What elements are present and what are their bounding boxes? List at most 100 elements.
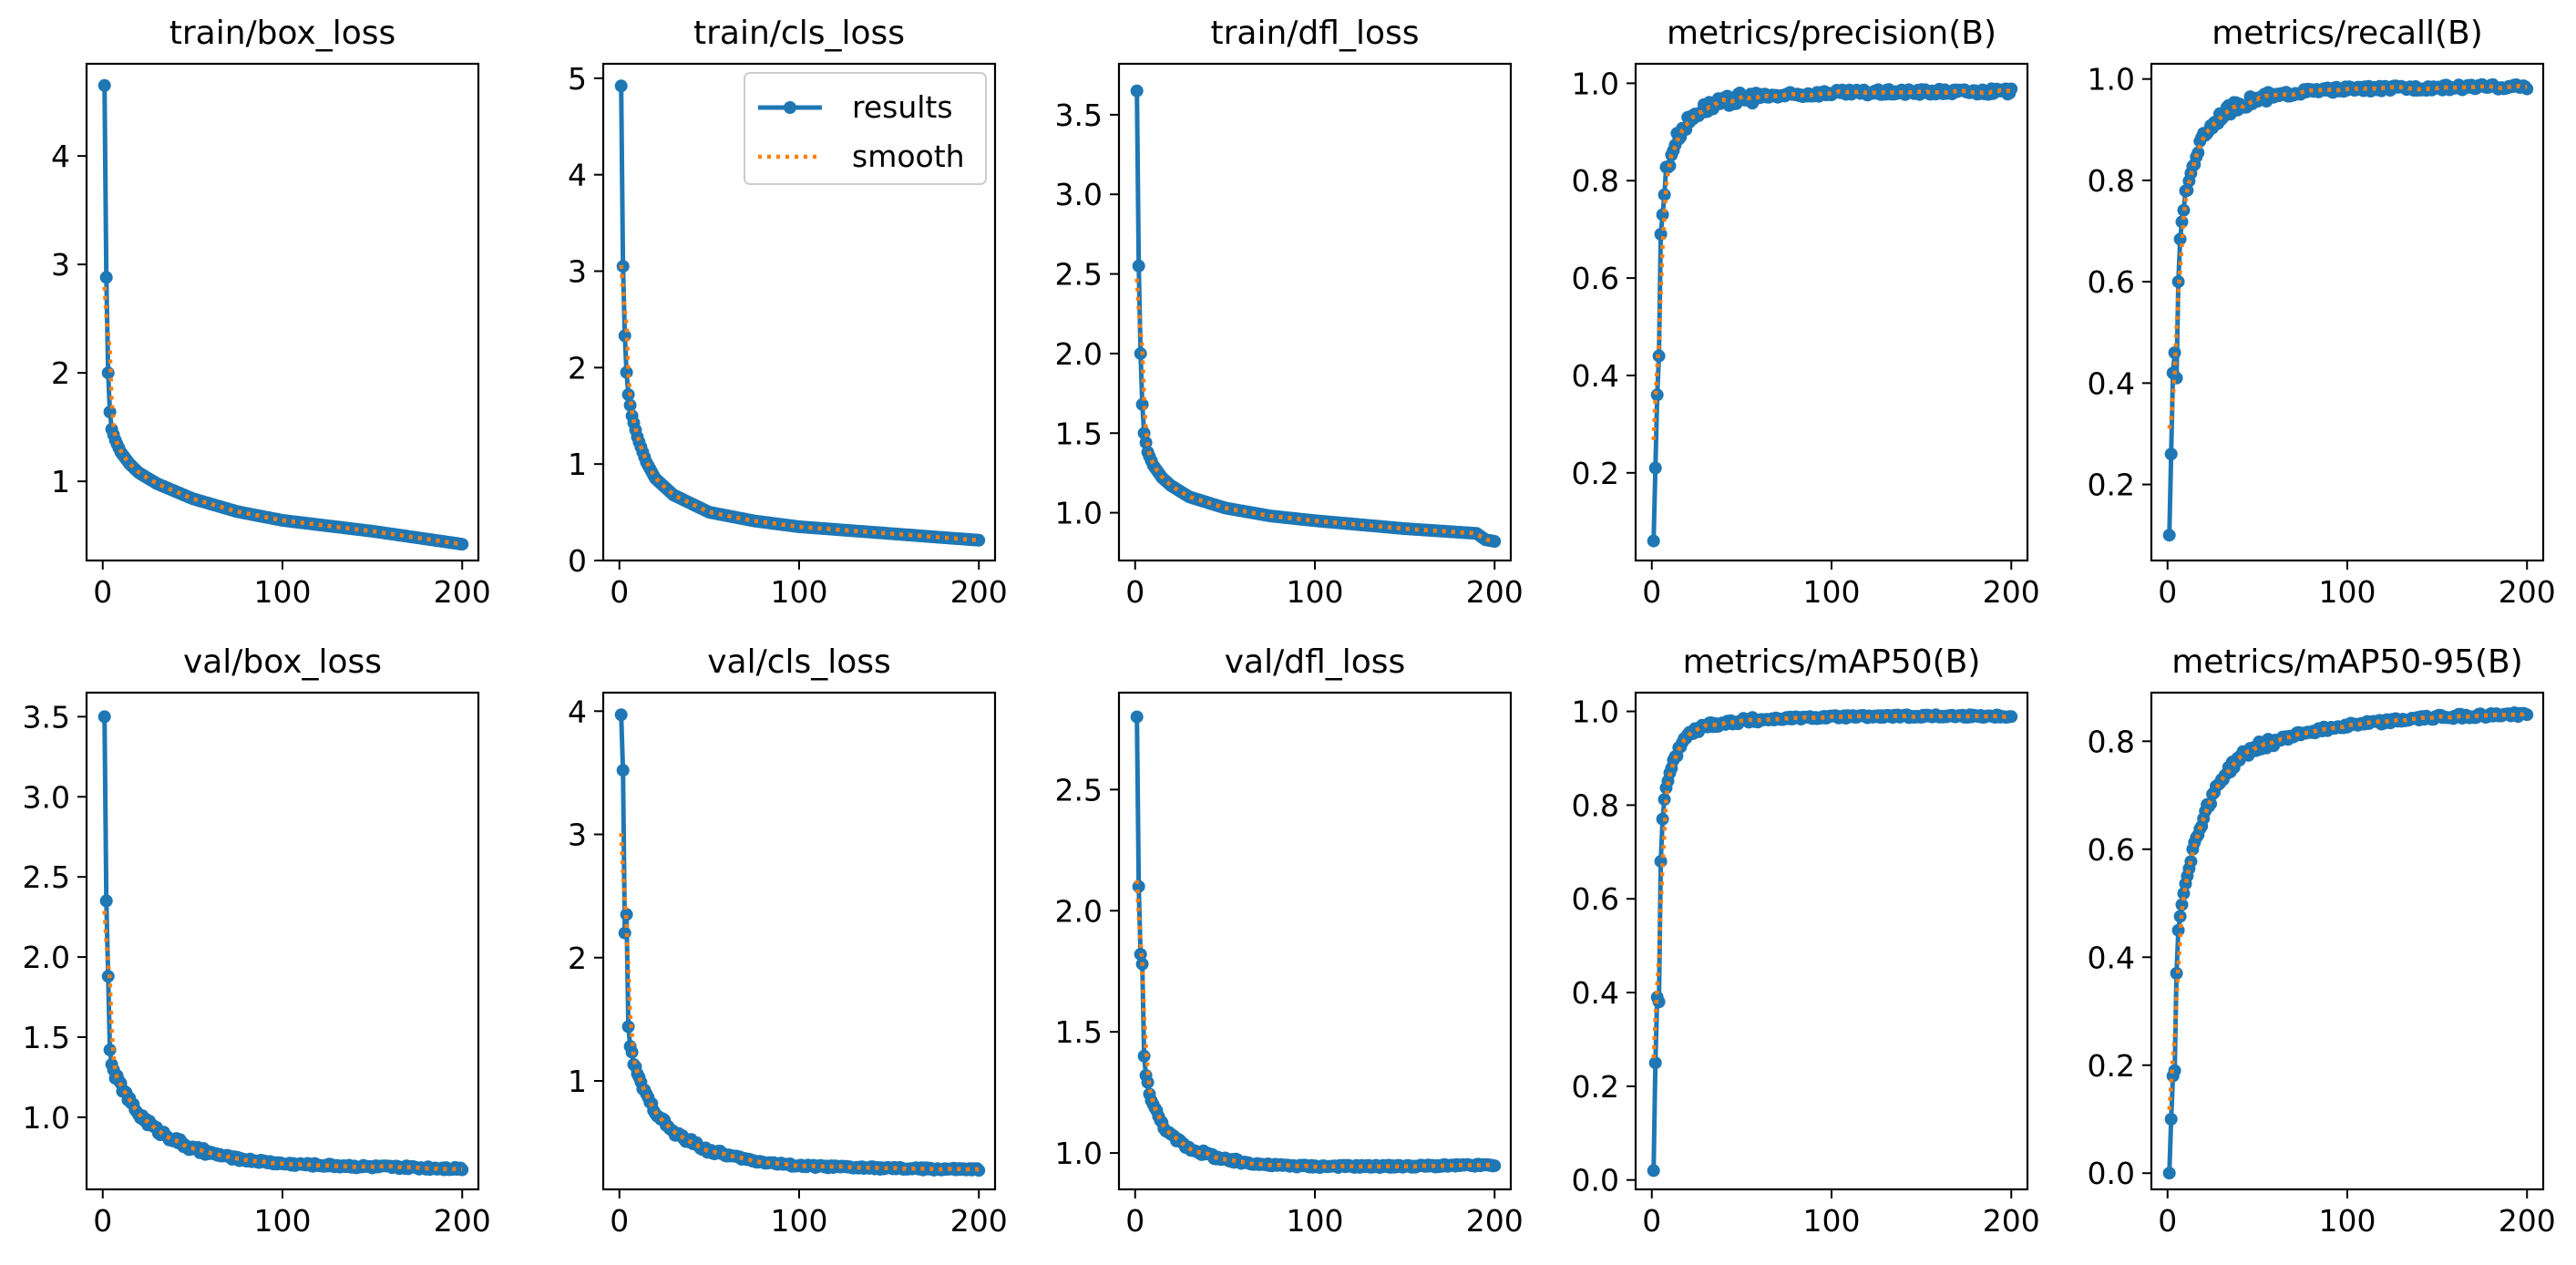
x-tick-label: 200 [434,1203,491,1239]
chart-panel-metrics-map50-95-b: metrics/mAP50-95(B) 0 100 200 0.0 0.2 0.4 0.6 0.… [2088,643,2556,1239]
x-tick-label: 200 [950,574,1008,610]
data-point [1650,388,1664,402]
data-point [2177,887,2191,900]
x-tick-label: 0 [1125,1203,1144,1239]
plot-area [2162,706,2534,1180]
plot-area [97,78,469,551]
plot-area [1647,708,2018,1178]
chart-panel-metrics-precision-b: metrics/precision(B) 0 100 200 0.2 0.4 0.6 0.8 1… [1572,15,2040,610]
y-tick-label: 1.5 [23,1020,70,1055]
data-point [2164,1113,2178,1126]
x-tick-label: 200 [1983,1203,2040,1239]
legend-label-results: results [852,89,953,125]
chart-title: metrics/mAP50-95(B) [2171,643,2523,681]
y-tick-label: 0.4 [1572,975,1619,1011]
x-tick-label: 200 [434,574,491,610]
y-tick-label: 0.0 [2088,1156,2135,1191]
x-tick-label: 100 [254,574,312,610]
x-tick-label: 100 [771,574,828,610]
x-tick-label: 0 [1642,1203,1661,1239]
series-line-results [102,85,463,547]
y-tick-label: 1.5 [1055,1014,1103,1050]
y-tick-label: 2.0 [1055,336,1103,372]
y-tick-label: 2.5 [1055,257,1103,293]
plot-area [1130,710,1502,1175]
series-line-smooth [2167,711,2528,1110]
y-tick-label: 1.0 [23,1100,70,1136]
data-point [2175,898,2189,911]
y-tick-label: 3 [568,818,587,853]
y-tick-label: 0 [568,543,587,579]
y-tick-label: 1.0 [1055,1136,1103,1171]
series-line-results [619,715,981,1173]
legend: results smooth [744,72,987,185]
axes-frame [2150,691,2545,1191]
chart-panel-metrics-recall-b: metrics/recall(B) 0 100 200 0.2 0.4 0.6 0.8 1.0 [2088,15,2556,610]
y-tick-label: 5 [568,61,587,97]
x-tick-label: 200 [950,1203,1008,1239]
y-tick-label: 2.5 [1055,772,1103,807]
y-tick-label: 3.5 [1055,98,1103,133]
y-tick-label: 0.6 [2088,264,2135,300]
series-line-smooth [2167,84,2528,429]
data-point [1656,812,1669,826]
data-point [1652,995,1666,1009]
axes-frame [1117,691,1513,1191]
x-tick-label: 0 [2158,574,2177,610]
y-tick-label: 1.0 [1572,66,1619,101]
axes-frame [85,62,480,562]
y-tick-label: 0.8 [2088,163,2135,199]
data-point [621,1020,635,1034]
y-tick-label: 0.8 [2088,724,2135,759]
data-point [1488,1159,1502,1173]
y-tick-label: 1 [51,464,70,499]
series-line-smooth [619,833,980,1172]
y-tick-label: 0.8 [1572,787,1619,823]
plot-area [97,710,469,1177]
chart-panel-metrics-map50-b: metrics/mAP50(B) 0 100 200 0.0 0.2 0.4 0.6 0.8 1.… [1572,643,2040,1239]
chart-title: val/cls_loss [707,643,891,681]
series-line-results [1134,90,1495,544]
chart-panel-train-cls-loss: train/cls_loss 0 100 200 0 1 2 3 4 5 results smooth [568,15,1008,610]
x-tick-label: 100 [1287,1203,1344,1239]
x-tick-label: 200 [2499,1203,2556,1239]
x-tick-label: 0 [1642,574,1661,610]
y-tick-label: 3.5 [23,699,70,735]
chart-panel-train-box-loss: train/box_loss 0 100 200 1 2 3 4 [51,15,491,610]
chart-title: metrics/mAP50(B) [1683,643,1981,681]
series-line-smooth [1651,87,2012,440]
y-tick-label: 0.4 [2088,940,2135,975]
data-point [103,1044,117,1056]
series-line-results [102,716,465,1172]
series-line-smooth [102,910,463,1172]
series-line-smooth [619,264,980,542]
plot-area [2162,77,2534,542]
plot-area [1130,84,1502,548]
y-tick-label: 4 [51,139,70,174]
data-point [2168,1064,2181,1077]
y-tick-label: 3 [568,254,587,290]
data-point [456,538,469,551]
y-tick-label: 1.0 [2088,62,2135,98]
y-tick-label: 0.2 [2088,468,2135,503]
data-point [616,764,630,777]
x-tick-label: 100 [254,1203,312,1239]
y-tick-label: 3 [51,247,70,283]
data-point [1657,188,1671,201]
series-line-smooth [102,286,463,546]
y-tick-label: 2.5 [23,859,70,895]
x-tick-label: 100 [2319,574,2376,610]
data-point [623,398,637,412]
series-line-smooth [1134,278,1495,543]
x-tick-label: 200 [1466,574,1524,610]
data-point [1647,534,1660,548]
x-tick-label: 0 [610,1203,629,1239]
data-point [1132,259,1145,273]
x-tick-label: 100 [2319,1203,2376,1239]
data-point [99,894,113,908]
x-tick-label: 0 [2158,1203,2177,1239]
series-line-results [2167,82,2530,536]
y-tick-label: 2.0 [23,940,70,975]
chart-title: metrics/precision(B) [1667,15,1996,52]
y-tick-label: 0.2 [2088,1048,2135,1084]
